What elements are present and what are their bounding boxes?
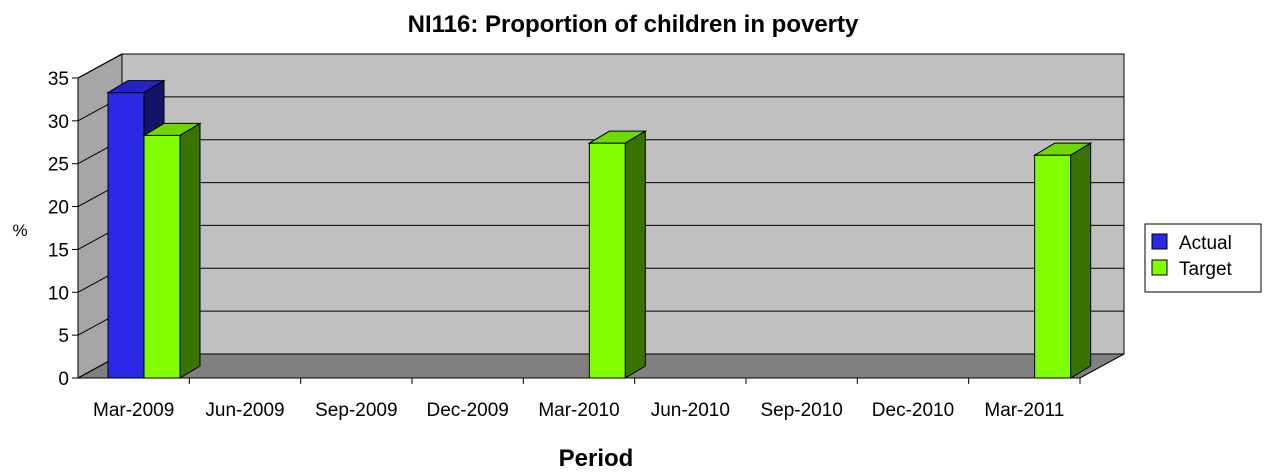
legend: Actual Target xyxy=(1144,223,1262,293)
x-axis-label: Period xyxy=(559,445,634,472)
y-axis-label: % xyxy=(12,221,27,240)
legend-swatch-actual xyxy=(1151,233,1168,250)
y-tick-label: 20 xyxy=(48,198,69,219)
x-tick-label: Sep-2009 xyxy=(315,400,397,421)
gridline xyxy=(77,53,123,79)
x-tick-label: Mar-2009 xyxy=(93,400,174,421)
y-tick-label: 5 xyxy=(58,326,69,347)
y-tick-label: 35 xyxy=(48,69,69,90)
y-tick-label: 30 xyxy=(48,112,69,133)
bar-front xyxy=(588,142,626,379)
legend-label-actual: Actual xyxy=(1179,233,1232,254)
bar-front xyxy=(1034,154,1072,379)
chart-title: NI116: Proportion of children in poverty xyxy=(408,11,859,38)
x-tick-label: Jun-2010 xyxy=(651,400,730,421)
legend-label-target: Target xyxy=(1179,259,1233,280)
plot-area: 0 5 10 15 20 25 30 35 Mar-2009 Jun-2009 Sep-2009 De… xyxy=(48,53,1125,421)
y-tick-label: 15 xyxy=(48,240,69,261)
bar-side xyxy=(1070,142,1092,379)
y-tick-label: 0 xyxy=(58,369,69,390)
y-tick-label: 10 xyxy=(48,283,69,304)
bar-side xyxy=(179,122,201,379)
x-tick-label: Dec-2010 xyxy=(872,400,954,421)
bar-target-Mar-2009 xyxy=(142,122,202,379)
y-tick-label: 25 xyxy=(48,155,69,176)
bar-target-Mar-2011 xyxy=(1032,142,1093,379)
bar-target-Mar-2010 xyxy=(587,130,648,379)
bar-front xyxy=(143,134,181,379)
x-tick-label: Dec-2009 xyxy=(426,400,508,421)
bar-side xyxy=(624,130,646,379)
x-tick-label: Mar-2010 xyxy=(538,400,619,421)
legend-swatch-target xyxy=(1151,259,1168,276)
x-tick-label: Sep-2010 xyxy=(760,400,842,421)
x-tick-label: Mar-2011 xyxy=(984,400,1064,421)
x-tick-label: Jun-2009 xyxy=(205,400,284,421)
bar-front xyxy=(107,92,145,379)
